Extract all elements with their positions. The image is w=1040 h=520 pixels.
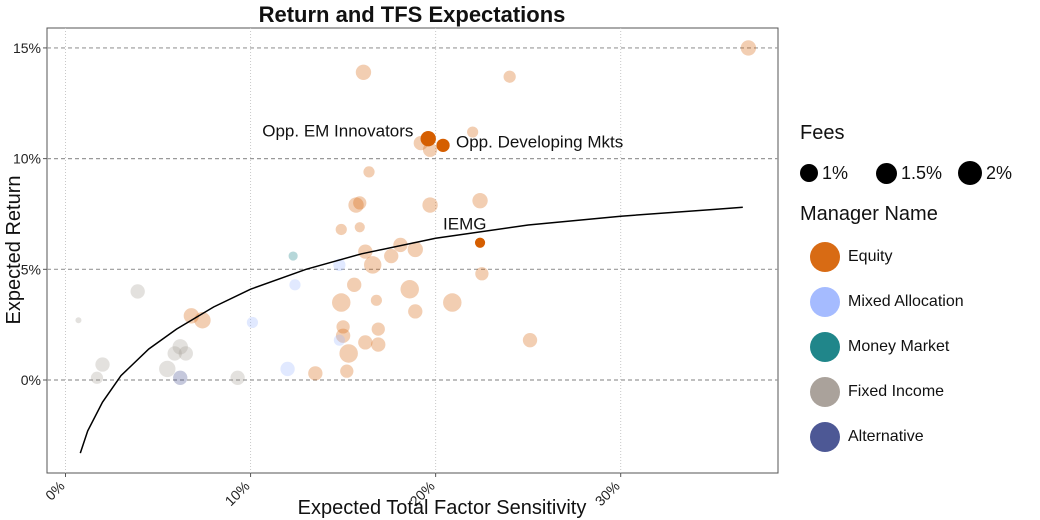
y-tick-label: 10% <box>13 151 41 167</box>
y-tick-label: 5% <box>21 261 41 277</box>
highlighted-point <box>436 138 450 152</box>
x-tick-label: 0% <box>42 478 68 504</box>
data-point <box>75 317 82 324</box>
y-tick-label: 0% <box>21 372 41 388</box>
data-point <box>371 337 386 352</box>
data-point <box>355 64 372 80</box>
legend-swatch-icon <box>810 421 840 452</box>
fees-legend-title: Fees <box>800 122 845 144</box>
legend-swatch-icon <box>810 376 840 407</box>
data-point <box>90 371 104 384</box>
fee-dot-icon <box>800 164 818 182</box>
fee-legend-item: 2% <box>948 161 1012 185</box>
manager-legend: Equity Mixed Allocation Money Market Fixed … <box>800 234 1035 459</box>
x-tick-label: 30% <box>592 478 623 509</box>
fee-legend-label: 2% <box>986 162 1013 183</box>
manager-legend-item: Mixed Allocation <box>800 279 1035 324</box>
data-point <box>333 334 345 346</box>
data-point <box>353 196 367 210</box>
data-point <box>358 335 373 350</box>
data-point <box>178 346 193 361</box>
data-point <box>333 258 346 272</box>
point-annotation: IEMG <box>443 214 486 233</box>
fee-dot-icon <box>958 161 983 185</box>
data-point <box>335 328 351 343</box>
manager-legend-item: Fixed Income <box>800 369 1035 414</box>
manager-legend-title: Manager Name <box>800 203 938 225</box>
data-point <box>183 308 200 324</box>
data-point <box>358 244 373 259</box>
fee-legend-label: 1% <box>822 162 849 183</box>
manager-legend-item: Money Market <box>800 324 1035 369</box>
y-axis-label: Expected Return <box>3 176 25 325</box>
data-point <box>246 316 259 329</box>
data-point <box>335 223 347 236</box>
manager-legend-label: Alternative <box>848 427 924 445</box>
highlighted-point <box>420 131 436 147</box>
data-point <box>400 280 419 299</box>
fee-legend-item: 1% <box>800 163 848 184</box>
data-point <box>172 339 188 355</box>
manager-legend-item: Equity <box>800 234 1035 279</box>
data-point <box>308 366 323 381</box>
point-annotation: Opp. Developing Mkts <box>456 133 623 152</box>
data-point <box>339 344 358 363</box>
data-point <box>467 126 479 138</box>
y-tick-label: 15% <box>13 40 41 56</box>
manager-legend-label: Money Market <box>848 337 950 355</box>
data-point <box>347 277 362 292</box>
data-point <box>472 193 488 209</box>
data-point <box>422 197 438 213</box>
manager-legend-label: Equity <box>848 247 893 265</box>
data-point <box>230 370 245 385</box>
scatter-chart: 0%5%10%15%0% 10% 20% 30%Return and TFS Expe… <box>3 2 779 519</box>
legend-swatch-icon <box>810 331 840 362</box>
highlighted-point <box>474 237 486 248</box>
legend-swatch-icon <box>810 286 840 317</box>
data-point <box>332 293 351 312</box>
data-point <box>503 70 516 83</box>
data-point <box>280 361 295 377</box>
data-point <box>384 248 399 264</box>
legend: Fees 1% 1.5% 2% Manager Name Equity Mixed… <box>800 122 1035 459</box>
data-point <box>363 166 375 178</box>
data-point <box>354 222 365 233</box>
data-point <box>340 364 354 378</box>
fitted-curve <box>79 206 743 454</box>
fee-legend-item: 1.5% <box>854 162 943 184</box>
fees-legend: 1% 1.5% 2% <box>800 161 1035 185</box>
data-point <box>522 333 538 348</box>
data-point <box>363 256 382 274</box>
data-point <box>173 370 188 385</box>
data-point <box>443 293 462 312</box>
data-point <box>159 360 176 378</box>
data-point <box>95 357 110 372</box>
data-point <box>408 304 423 319</box>
data-point <box>407 241 423 258</box>
data-point <box>289 279 301 291</box>
data-point <box>348 197 364 213</box>
data-point <box>370 294 383 306</box>
x-tick-label: 10% <box>222 478 253 509</box>
data-point <box>475 267 489 281</box>
x-axis-label: Expected Total Factor Sensitivity <box>298 497 587 519</box>
plot-panel <box>46 27 779 474</box>
data-point <box>422 142 438 157</box>
data-point <box>130 284 145 299</box>
manager-legend-label: Mixed Allocation <box>848 292 964 310</box>
data-point <box>288 251 298 261</box>
data-point <box>167 346 182 361</box>
fee-dot-icon <box>876 162 898 184</box>
data-point <box>336 320 350 334</box>
data-point <box>371 322 385 336</box>
point-annotation: Opp. EM Innovators <box>262 121 413 140</box>
data-point <box>740 40 757 56</box>
manager-legend-label: Fixed Income <box>848 382 945 400</box>
manager-legend-item: Alternative <box>800 414 1035 459</box>
fee-legend-label: 1.5% <box>901 162 943 183</box>
chart-title: Return and TFS Expectations <box>259 2 566 27</box>
legend-swatch-icon <box>810 241 840 272</box>
